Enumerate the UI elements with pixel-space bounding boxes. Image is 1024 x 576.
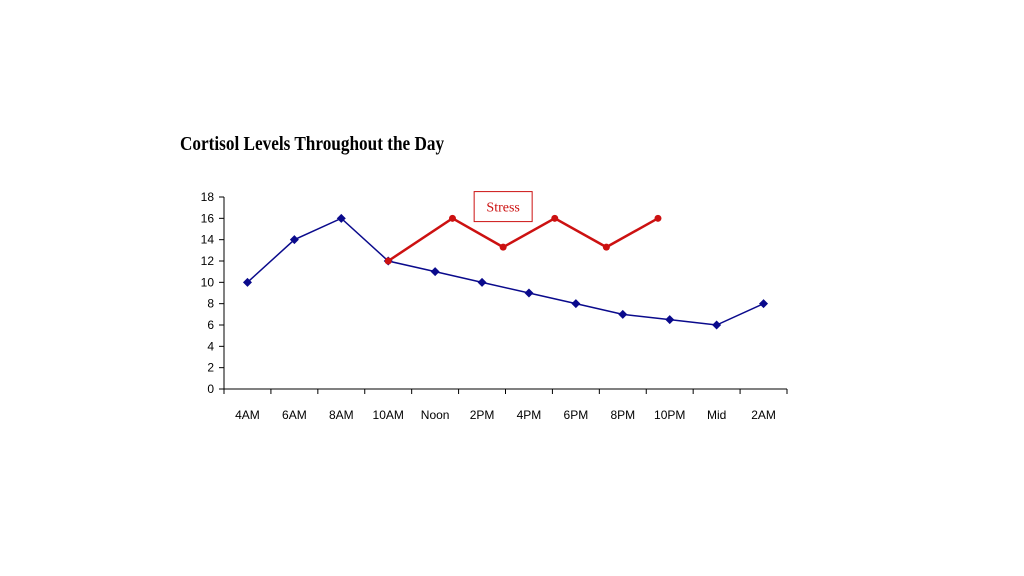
y-tick-label: 16 [201,211,215,225]
data-point [499,243,507,251]
y-tick-label: 8 [207,297,214,311]
data-point [654,214,662,222]
x-tick-label: Mid [707,408,726,422]
x-tick-label: Noon [421,408,450,422]
stress-annotation-label: Stress [486,201,519,216]
data-point [384,257,392,265]
x-tick-label: 6AM [282,408,307,422]
x-tick-label: 8PM [610,408,635,422]
data-point [430,267,440,277]
x-tick-label: 8AM [329,408,354,422]
x-tick-label: 4PM [517,408,542,422]
data-point [712,320,722,330]
data-point [571,299,581,309]
y-tick-label: 18 [201,190,215,204]
chart-title: Cortisol Levels Throughout the Day [180,133,445,155]
series-line-1 [387,216,659,263]
data-point [336,213,346,223]
data-point [602,243,610,251]
x-tick-label: 2AM [751,408,776,422]
data-point [524,288,534,298]
x-tick-label: 6PM [564,408,589,422]
data-point [759,299,769,309]
data-point [618,309,628,319]
x-tick-label: 4AM [235,408,260,422]
y-tick-label: 10 [201,275,215,289]
y-tick-label: 2 [207,361,214,375]
series-line-0 [246,217,764,326]
data-point [448,214,456,222]
y-tick-label: 0 [207,382,214,396]
y-tick-label: 12 [201,254,215,268]
data-point [477,277,487,287]
data-point [551,214,559,222]
y-tick-label: 14 [201,233,215,247]
x-tick-label: 10AM [373,408,404,422]
y-tick-label: 6 [207,318,214,332]
data-point [289,235,299,245]
y-tick-label: 4 [207,339,214,353]
x-tick-label: 10PM [654,408,685,422]
x-tick-label: 2PM [470,408,495,422]
stress-annotation-box [473,191,533,223]
data-point [665,315,675,325]
data-point [242,277,252,287]
